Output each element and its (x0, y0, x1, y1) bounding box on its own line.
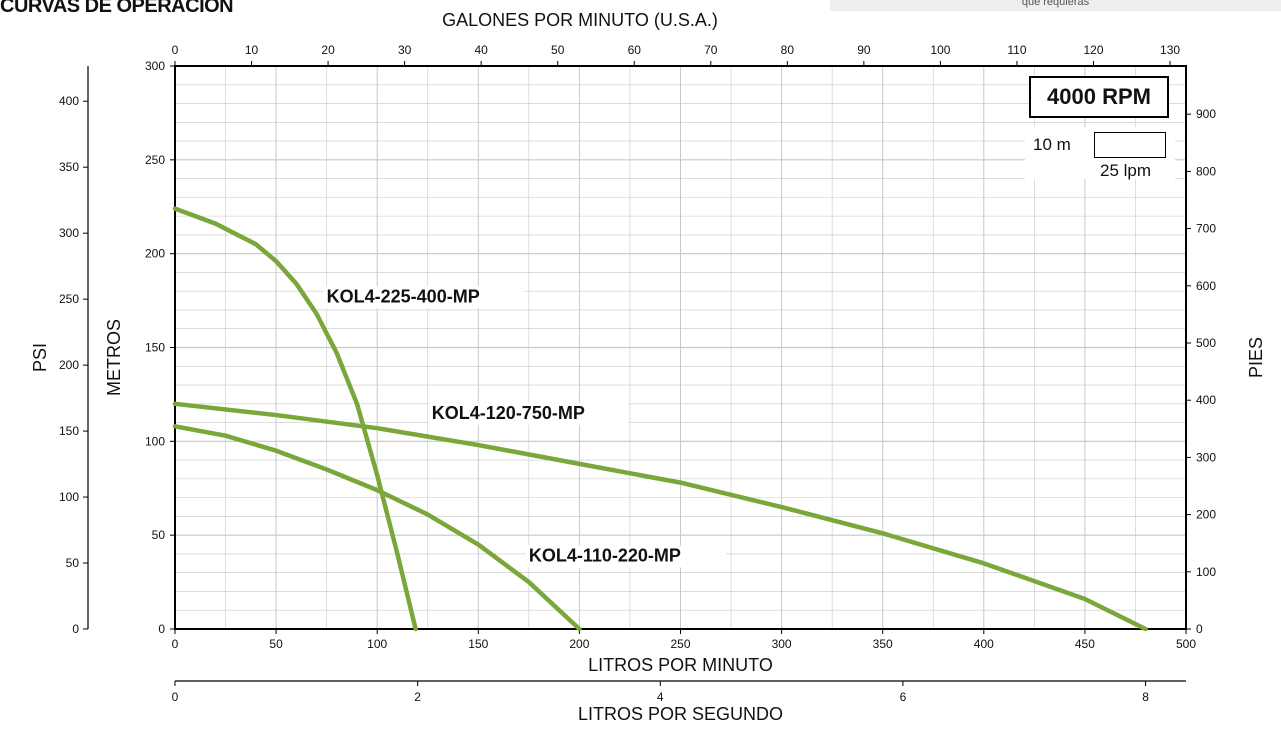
series-label-bg (323, 286, 524, 309)
x-tick-label: 250 (670, 637, 690, 651)
top-tick-label: 0 (172, 43, 179, 57)
y-tick-label: 50 (152, 528, 166, 542)
top-tick-label: 100 (930, 43, 950, 57)
y-tick-label: 200 (145, 247, 165, 261)
top-tick-label: 50 (551, 43, 565, 57)
psi-tick-label: 350 (59, 160, 79, 174)
lps-tick-label: 0 (172, 690, 179, 704)
x-tick-label: 350 (873, 637, 893, 651)
x-tick-label: 500 (1176, 637, 1196, 651)
page-title: CURVAS DE OPERACION (0, 0, 234, 17)
psi-tick-label: 200 (59, 358, 79, 372)
pies-axis-label: PIES (1246, 337, 1266, 378)
lps-tick-label: 8 (1142, 690, 1149, 704)
psi-tick-label: 400 (59, 94, 79, 108)
psi-tick-label: 250 (59, 292, 79, 306)
pies-tick-label: 200 (1196, 508, 1216, 522)
x-tick-label: 0 (172, 637, 179, 651)
series-label: KOL4-225-400-MP (327, 286, 480, 306)
psi-axis-label: PSI (30, 343, 50, 372)
psi-tick-label: 50 (66, 556, 80, 570)
psi-tick-label: 300 (59, 226, 79, 240)
top-tick-label: 90 (857, 43, 871, 57)
series-line-2 (172, 401, 1148, 632)
series-line-3 (172, 424, 582, 632)
pies-tick-label: 100 (1196, 565, 1216, 579)
pies-tick-label: 500 (1196, 336, 1216, 350)
lps-tick-label: 6 (900, 690, 907, 704)
x-tick-label: 400 (974, 637, 994, 651)
series-label-bg (428, 402, 629, 425)
y-tick-label: 250 (145, 153, 165, 167)
pies-tick-label: 800 (1196, 164, 1216, 178)
x-tick-label: 50 (269, 637, 283, 651)
pies-tick-label: 400 (1196, 393, 1216, 407)
pies-tick-label: 900 (1196, 107, 1216, 121)
pies-tick-label: 300 (1196, 450, 1216, 464)
y-tick-label: 300 (145, 59, 165, 73)
top-tick-label: 20 (321, 43, 335, 57)
pies-tick-label: 600 (1196, 279, 1216, 293)
top-tick-label: 30 (398, 43, 412, 57)
rpm-annotation-box: 4000 RPM (1029, 76, 1169, 118)
top-tick-label: 130 (1160, 43, 1180, 57)
pies-tick-label: 0 (1196, 622, 1203, 636)
y-tick-label: 150 (145, 341, 165, 355)
x-tick-label: 200 (569, 637, 589, 651)
series-line-1 (172, 206, 418, 632)
scale-flow-label: 25 lpm (1100, 161, 1152, 180)
top-tick-label: 10 (245, 43, 259, 57)
lps-axis-label: LITROS POR SEGUNDO (578, 704, 783, 724)
top-tick-label: 40 (474, 43, 488, 57)
top-tick-label: 80 (781, 43, 795, 57)
top-axis-label: GALONES POR MINUTO (U.S.A.) (442, 10, 718, 30)
y-axis-label: METROS (104, 319, 124, 396)
x-axis-label: LITROS POR MINUTO (588, 655, 773, 675)
scale-legend-rect (1094, 132, 1166, 158)
x-tick-label: 300 (772, 637, 792, 651)
top-tick-label: 120 (1083, 43, 1103, 57)
x-tick-label: 100 (367, 637, 387, 651)
pies-tick-label: 700 (1196, 222, 1216, 236)
series-label-bg (525, 545, 726, 568)
top-tick-label: 60 (628, 43, 642, 57)
lps-tick-label: 4 (657, 690, 664, 704)
x-tick-label: 150 (468, 637, 488, 651)
psi-tick-label: 0 (72, 622, 79, 636)
x-tick-label: 450 (1075, 637, 1095, 651)
lps-tick-label: 2 (414, 690, 421, 704)
top-tick-label: 110 (1007, 43, 1026, 57)
top-tick-label: 70 (704, 43, 718, 57)
psi-tick-label: 100 (59, 490, 79, 504)
y-tick-label: 0 (158, 622, 165, 636)
psi-tick-label: 150 (59, 424, 79, 438)
y-tick-label: 100 (145, 434, 165, 448)
top-note-banner: que requieras (830, 0, 1281, 11)
series-label: KOL4-120-750-MP (432, 403, 585, 423)
scale-height-label: 10 m (1033, 135, 1071, 154)
series-label: KOL4-110-220-MP (529, 545, 681, 565)
